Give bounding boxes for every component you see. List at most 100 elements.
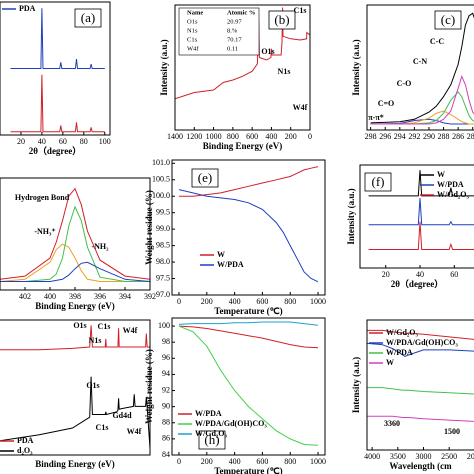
series-line <box>10 8 105 69</box>
x-tick-label: 398 <box>69 292 81 301</box>
y-tick-label: 98.5 <box>156 240 170 249</box>
legend-label: W/PDA/Gd(OH)CO₃ <box>195 419 267 428</box>
annotation: C1s <box>294 6 307 15</box>
axes-frame <box>0 1 111 136</box>
table-cell: 8.% <box>227 27 238 34</box>
x-tick-label: 1000 <box>310 297 326 306</box>
x-tick-label: 1400 <box>167 132 183 141</box>
y-tick-label: 86 <box>162 434 170 443</box>
series-line <box>0 376 150 449</box>
x-tick-label: 800 <box>284 297 296 306</box>
legend-label: d₂O₃ <box>17 446 33 455</box>
panel-label-box <box>74 8 102 28</box>
series-line <box>178 325 319 446</box>
annotation: C=O <box>378 99 395 108</box>
y-tick-label: 90 <box>162 401 170 410</box>
x-tick-label: 40 <box>38 137 46 146</box>
y-tick-label: 100 <box>158 321 170 330</box>
series-line <box>368 221 474 250</box>
x-axis-label: 2θ（degree） <box>391 279 444 289</box>
series-line <box>368 197 474 226</box>
legend-label: W/PDA <box>195 409 222 418</box>
panel-label-box <box>268 10 296 30</box>
x-tick-label: 400 <box>44 292 56 301</box>
axes-frame <box>0 319 151 456</box>
panel-label: (b) <box>274 12 289 27</box>
x-axis-label: Wavelength (cm <box>389 461 452 471</box>
series-line <box>178 189 319 283</box>
x-tick-label: 402 <box>19 292 31 301</box>
legend-label: W/Gd₂O₃ <box>195 429 228 438</box>
y-axis-label: Weight residue (%) <box>144 349 154 424</box>
x-tick-label: 200 <box>201 297 213 306</box>
axes-frame <box>366 4 474 131</box>
legend-label: W/Gd₂O₃ <box>437 190 470 199</box>
table-cell: 70.17 <box>227 36 242 43</box>
x-axis-label: Binding Energy (eV) <box>203 141 283 151</box>
annotation: 3360 <box>384 419 400 428</box>
annotation: O1s <box>73 321 86 330</box>
legend-label: PDA <box>19 4 36 13</box>
table-frame <box>178 7 260 56</box>
x-tick-label: 20 <box>17 137 25 146</box>
annotation: Hydrogen Bond <box>15 193 70 202</box>
x-tick-label: 0 <box>177 457 181 466</box>
plot-area <box>368 170 474 250</box>
legend-label: W/Gd₂O₃ <box>386 328 419 337</box>
annotation: -NH₂ <box>91 242 109 251</box>
annotation: C1s <box>96 423 109 432</box>
series-line <box>175 7 310 100</box>
y-axis-label: Intensity (a.u.) <box>351 39 361 95</box>
x-tick-label: 3000 <box>416 452 432 461</box>
x-tick-label: 200 <box>285 132 297 141</box>
x-tick-label: 60 <box>450 270 458 279</box>
annotation: N1s <box>278 67 291 76</box>
y-axis-label: Intensity (a.u.) <box>159 39 169 95</box>
legend-label: W/PDA <box>437 180 464 189</box>
annotation: O1s <box>86 381 99 390</box>
x-tick-label: 600 <box>256 457 268 466</box>
plot-area <box>0 325 150 449</box>
x-axis-label: 2θ（degree） <box>29 146 82 156</box>
x-tick-label: 392 <box>144 292 156 301</box>
series-line <box>367 415 474 422</box>
x-tick-label: 400 <box>229 297 241 306</box>
table-cell: W4f <box>187 45 199 52</box>
x-tick-label: 294 <box>394 132 406 141</box>
table-cell: 20.97 <box>227 18 242 25</box>
panel-label-box <box>434 10 462 30</box>
plot-area <box>178 321 319 446</box>
x-tick-label: 40 <box>416 270 424 279</box>
annotation: C-N <box>413 57 427 66</box>
legend-label: W <box>217 250 225 259</box>
x-axis-label: Temperature (℃) <box>214 306 282 316</box>
x-tick-label: 20 <box>382 270 390 279</box>
x-tick-label: 1000 <box>310 457 326 466</box>
series-line <box>370 12 474 124</box>
annotation: Gd4d <box>112 411 132 420</box>
x-tick-label: 600 <box>246 132 258 141</box>
series-line <box>0 243 150 282</box>
plot-area <box>10 8 105 133</box>
x-tick-label: 1200 <box>186 132 202 141</box>
x-tick-label: 3500 <box>390 452 406 461</box>
plot-area <box>367 329 474 422</box>
y-tick-label: 97.0 <box>156 290 170 299</box>
series-line <box>0 261 150 282</box>
annotation: C-O <box>397 79 412 88</box>
table-cell: C1s <box>187 36 198 43</box>
series-line <box>370 110 474 125</box>
y-tick-label: 98.0 <box>156 257 170 266</box>
table-cell: 0.11 <box>227 45 238 52</box>
series-line <box>10 74 105 133</box>
legend-label: W <box>437 170 445 179</box>
panel-label-box <box>364 172 392 192</box>
annotation: W4f <box>123 326 138 335</box>
series-line <box>0 325 150 351</box>
x-tick-label: 0 <box>177 297 181 306</box>
series-line <box>0 205 150 282</box>
annotation: π-π* <box>368 113 383 122</box>
annotation: 1500 <box>444 427 460 436</box>
y-tick-label: 88 <box>162 418 170 427</box>
x-tick-label: 2500 <box>441 452 457 461</box>
